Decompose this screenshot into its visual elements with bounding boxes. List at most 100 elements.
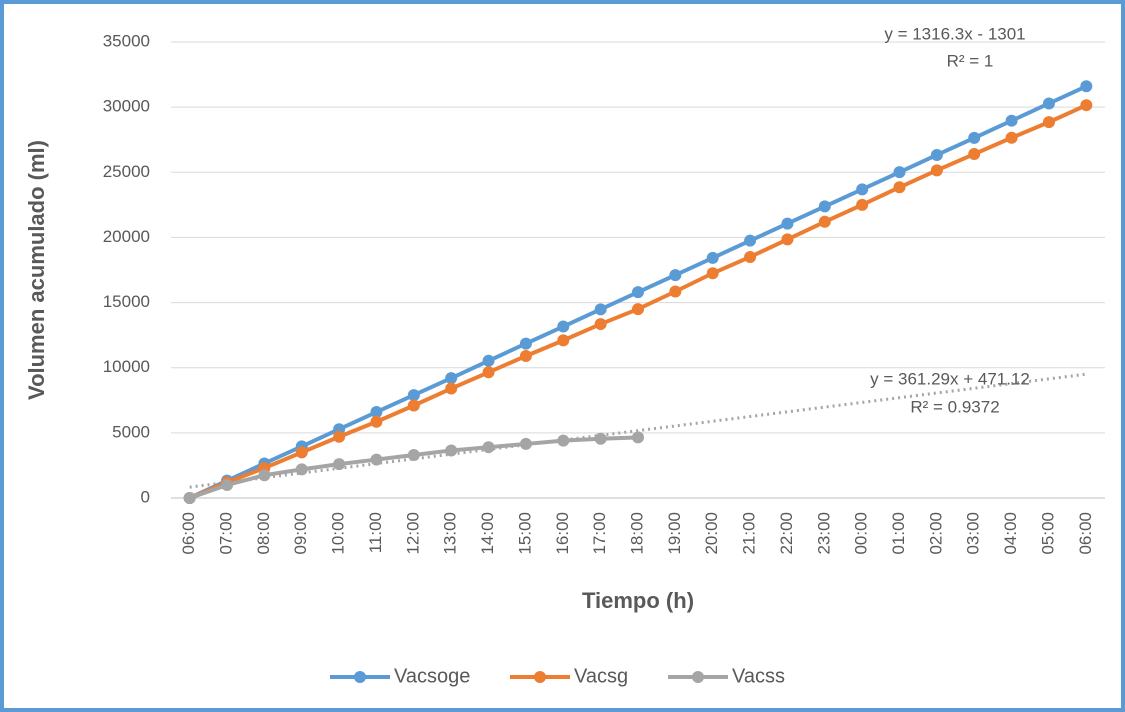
data-point bbox=[333, 430, 346, 443]
data-point bbox=[370, 453, 383, 466]
data-point bbox=[818, 200, 831, 213]
data-point bbox=[744, 234, 757, 247]
data-point bbox=[781, 233, 794, 246]
data-point bbox=[893, 181, 906, 194]
x-tick-label: 02:00 bbox=[926, 512, 945, 555]
data-point bbox=[1080, 80, 1093, 93]
y-tick-label: 0 bbox=[141, 487, 150, 506]
trendline-r2: R² = 0.9372 bbox=[910, 397, 999, 416]
data-point bbox=[445, 382, 458, 395]
data-point bbox=[258, 469, 271, 482]
y-tick-label: 5000 bbox=[112, 422, 150, 441]
data-point bbox=[183, 492, 196, 504]
x-tick-label: 12:00 bbox=[403, 512, 422, 555]
x-tick-label: 00:00 bbox=[852, 512, 871, 555]
data-point bbox=[370, 406, 383, 419]
trendline-r2: R² = 1 bbox=[947, 51, 994, 70]
y-tick-label: 15000 bbox=[103, 292, 150, 311]
x-tick-label: 06:00 bbox=[1076, 512, 1095, 555]
data-point bbox=[407, 399, 420, 412]
data-point bbox=[519, 437, 532, 450]
x-tick-label: 11:00 bbox=[366, 512, 385, 553]
y-tick-label: 20000 bbox=[103, 227, 150, 246]
data-point bbox=[818, 215, 831, 228]
legend-label: Vacsoge bbox=[394, 665, 470, 687]
legend-marker bbox=[354, 671, 366, 683]
x-tick-label: 05:00 bbox=[1038, 512, 1057, 555]
x-tick-label: 10:00 bbox=[329, 512, 348, 555]
x-tick-label: 19:00 bbox=[665, 512, 684, 555]
data-point bbox=[295, 446, 308, 459]
data-point bbox=[930, 148, 943, 161]
x-tick-label: 22:00 bbox=[777, 512, 796, 555]
data-point bbox=[594, 318, 607, 331]
x-tick-label: 13:00 bbox=[441, 512, 460, 555]
x-tick-label: 20:00 bbox=[702, 512, 721, 555]
data-point bbox=[744, 250, 757, 263]
legend-label: Vacsg bbox=[574, 665, 628, 687]
data-point bbox=[407, 449, 420, 462]
data-point bbox=[669, 269, 682, 282]
data-point bbox=[1005, 114, 1018, 127]
x-tick-label: 15:00 bbox=[515, 512, 534, 555]
x-tick-label: 18:00 bbox=[627, 512, 646, 555]
data-point bbox=[370, 415, 383, 428]
trendline-equation: y = 361.29x + 471.12 bbox=[870, 369, 1030, 388]
data-point bbox=[856, 198, 869, 211]
data-point bbox=[407, 389, 420, 402]
data-point bbox=[968, 131, 981, 144]
y-tick-label: 25000 bbox=[103, 162, 150, 181]
data-point bbox=[445, 372, 458, 385]
x-tick-label: 01:00 bbox=[889, 512, 908, 555]
data-point bbox=[557, 320, 570, 333]
y-tick-label: 30000 bbox=[103, 97, 150, 116]
y-tick-label: 35000 bbox=[103, 31, 150, 50]
x-tick-label: 21:00 bbox=[740, 512, 759, 555]
data-point bbox=[519, 349, 532, 362]
data-point bbox=[482, 441, 495, 454]
x-tick-label: 03:00 bbox=[964, 512, 983, 555]
data-point bbox=[482, 354, 495, 367]
data-point bbox=[669, 285, 682, 298]
data-point bbox=[856, 183, 869, 196]
data-point bbox=[706, 251, 719, 264]
data-point bbox=[1042, 116, 1055, 129]
legend-marker bbox=[534, 671, 546, 683]
data-point bbox=[557, 334, 570, 347]
legend-marker bbox=[692, 671, 704, 683]
y-tick-label: 10000 bbox=[103, 357, 150, 376]
trendline-equation: y = 1316.3x - 1301 bbox=[884, 24, 1025, 43]
x-tick-label: 06:00 bbox=[179, 512, 198, 555]
data-point bbox=[1080, 99, 1093, 112]
legend-label: Vacss bbox=[732, 665, 785, 687]
x-tick-label: 16:00 bbox=[553, 512, 572, 555]
data-point bbox=[781, 217, 794, 230]
x-tick-label: 07:00 bbox=[217, 512, 236, 555]
data-point bbox=[594, 432, 607, 445]
data-point bbox=[632, 286, 644, 299]
data-point bbox=[482, 366, 495, 379]
data-point bbox=[1005, 131, 1018, 144]
x-axis-title: Tiempo (h) bbox=[582, 588, 694, 613]
y-axis-title: Volumen acumulado (ml) bbox=[24, 140, 49, 400]
data-point bbox=[968, 148, 981, 161]
data-point bbox=[930, 164, 943, 177]
data-point bbox=[557, 434, 570, 447]
data-point bbox=[632, 303, 644, 316]
data-point bbox=[706, 267, 719, 280]
data-point bbox=[632, 431, 644, 444]
x-tick-label: 04:00 bbox=[1001, 512, 1020, 555]
x-tick-label: 23:00 bbox=[814, 512, 833, 555]
data-point bbox=[445, 444, 458, 457]
data-point bbox=[221, 478, 234, 491]
x-tick-label: 09:00 bbox=[291, 512, 310, 555]
data-point bbox=[1042, 97, 1055, 110]
x-tick-label: 17:00 bbox=[590, 512, 609, 555]
data-point bbox=[295, 463, 308, 476]
data-point bbox=[893, 166, 906, 179]
x-tick-label: 14:00 bbox=[478, 512, 497, 555]
data-point bbox=[333, 458, 346, 471]
